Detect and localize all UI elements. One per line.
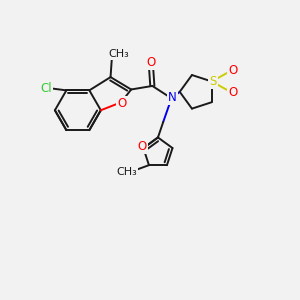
- Text: O: O: [228, 64, 238, 77]
- Text: CH₃: CH₃: [116, 167, 137, 177]
- Text: Cl: Cl: [40, 82, 52, 94]
- Text: O: O: [138, 140, 147, 153]
- Text: O: O: [117, 98, 127, 110]
- Text: S: S: [209, 75, 217, 88]
- Text: N: N: [168, 91, 177, 104]
- Text: O: O: [146, 56, 155, 69]
- Text: CH₃: CH₃: [108, 49, 129, 59]
- Text: O: O: [228, 85, 238, 98]
